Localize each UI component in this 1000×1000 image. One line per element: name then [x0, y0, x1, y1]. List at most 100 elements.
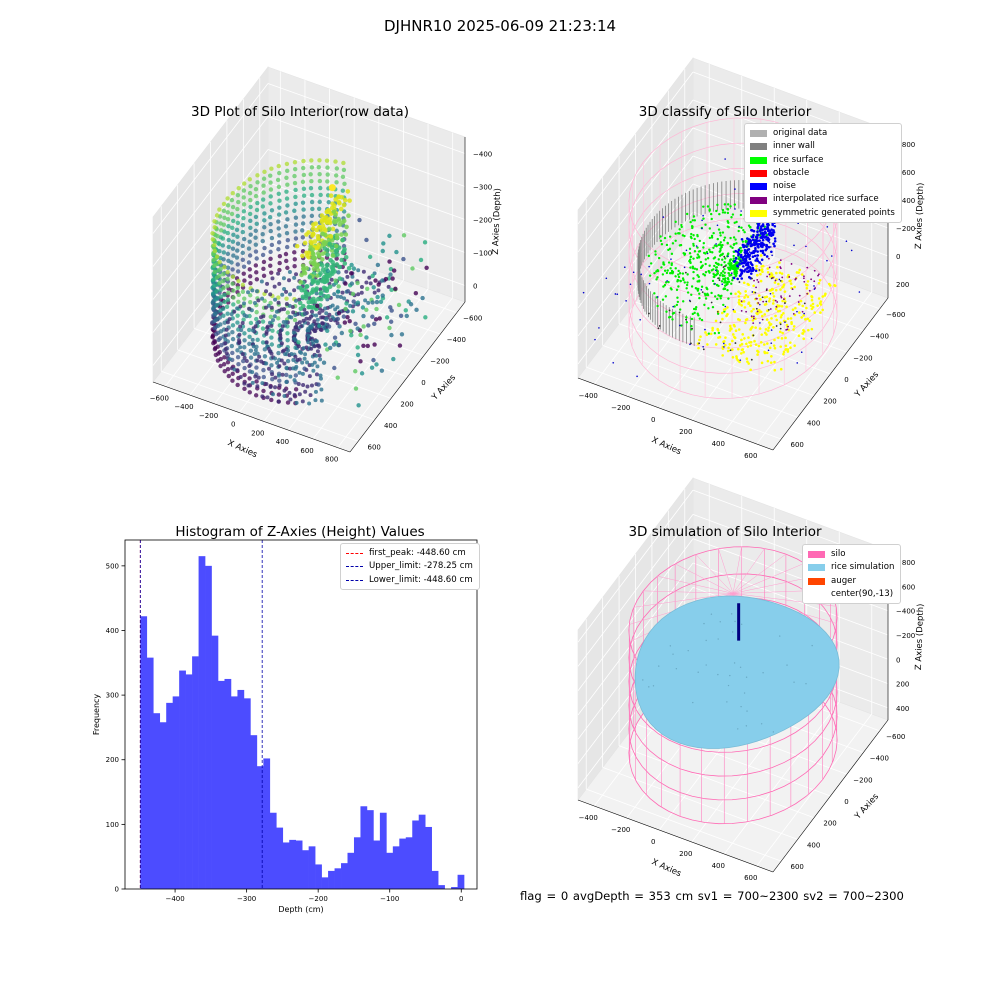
rice-surface-point — [729, 292, 733, 295]
raw-point — [373, 317, 379, 322]
raw-point — [247, 376, 252, 381]
rice-surface-point — [742, 228, 745, 232]
raw-point — [259, 315, 264, 320]
interpolated-point — [788, 276, 791, 278]
noise-point — [759, 303, 761, 306]
rice-surface-point — [722, 303, 725, 307]
raw-point — [333, 307, 338, 312]
raw-point — [261, 367, 266, 373]
raw-point — [256, 298, 261, 303]
histogram-bar — [198, 556, 206, 889]
noise-point — [742, 265, 745, 268]
grid-line — [586, 788, 782, 862]
mesh-point — [652, 685, 655, 687]
raw-point — [292, 180, 298, 186]
noise-point — [761, 251, 765, 255]
raw-point — [267, 320, 272, 325]
x-tick-label: 600 — [744, 874, 757, 882]
original-point — [722, 266, 725, 268]
symmetric-point — [731, 348, 734, 351]
raw-point — [342, 181, 347, 186]
original-point — [803, 302, 806, 305]
noise-point — [727, 255, 729, 257]
raw-point — [224, 327, 229, 332]
raw-point — [315, 279, 321, 284]
raw-point — [218, 356, 223, 362]
rice-surface-point — [726, 225, 730, 228]
raw-point — [255, 358, 260, 363]
raw-point — [306, 304, 311, 310]
symmetric-point — [798, 311, 801, 314]
x-tick-label: 0 — [231, 421, 235, 429]
rice-surface-point — [665, 310, 668, 313]
rice-surface-point — [693, 311, 696, 315]
raw-point — [285, 237, 291, 243]
raw-point — [241, 236, 247, 242]
original-point — [752, 334, 755, 337]
raw-point — [276, 240, 282, 245]
mesh-point — [717, 638, 719, 640]
raw-point — [309, 299, 315, 305]
noise-point — [734, 188, 736, 190]
raw-point — [226, 237, 231, 243]
rice-surface-point — [665, 271, 669, 275]
noise-point — [749, 272, 753, 275]
rice-surface-point — [721, 243, 724, 247]
raw-point — [268, 228, 273, 234]
symmetric-point — [810, 295, 814, 299]
symmetric-point — [739, 352, 743, 355]
original-point — [684, 271, 687, 274]
raw-point — [247, 177, 252, 182]
raw-point — [230, 204, 236, 210]
x-axis-line — [577, 799, 774, 873]
noise-point — [639, 318, 641, 321]
raw-point — [247, 390, 252, 395]
raw-point — [313, 398, 318, 403]
raw-point — [309, 309, 314, 314]
raw-point — [295, 328, 300, 333]
noise-point — [756, 259, 760, 263]
raw-point — [269, 351, 274, 356]
legend-entry: original data — [750, 127, 895, 140]
rice-surface-point — [656, 304, 659, 308]
raw-point — [220, 278, 226, 284]
z-tick-label: 200 — [896, 281, 909, 289]
raw-point — [423, 315, 428, 320]
rice-surface-point — [704, 252, 707, 255]
noise-point — [751, 291, 754, 293]
raw-point-cloud — [210, 158, 429, 408]
rice-surface-point — [686, 281, 689, 284]
symmetric-point — [781, 331, 784, 335]
grid-line — [243, 263, 441, 335]
symmetric-point — [744, 321, 747, 325]
raw-point — [315, 317, 320, 322]
raw-point — [264, 381, 269, 386]
raw-point — [315, 349, 320, 354]
raw-point — [276, 399, 281, 404]
raw-3d-axes[interactable]: −600−400−20002004006008006004002000−200−… — [150, 66, 503, 464]
raw-point — [320, 251, 326, 256]
raw-point — [353, 369, 358, 374]
mesh-point — [642, 679, 644, 681]
symmetric-point — [751, 319, 755, 322]
legend-swatch — [750, 143, 767, 151]
raw-point — [273, 385, 278, 390]
raw-point — [212, 283, 217, 288]
raw-point — [300, 399, 305, 404]
raw-point — [240, 257, 246, 263]
interpolated-point — [817, 274, 819, 277]
noise-point — [739, 359, 742, 361]
mesh-point — [697, 671, 699, 673]
raw-point — [255, 337, 260, 343]
raw-point — [264, 331, 269, 336]
x-tick-label: 400 — [712, 862, 725, 870]
rice-surface-point — [732, 264, 735, 267]
raw-point — [269, 242, 275, 248]
rice-surface-point — [659, 235, 662, 238]
noise-point — [701, 227, 703, 230]
rice-surface-point — [686, 291, 690, 294]
noise-point — [757, 242, 761, 246]
z-tick-label: −200 — [896, 632, 915, 640]
grid-line — [152, 116, 269, 267]
